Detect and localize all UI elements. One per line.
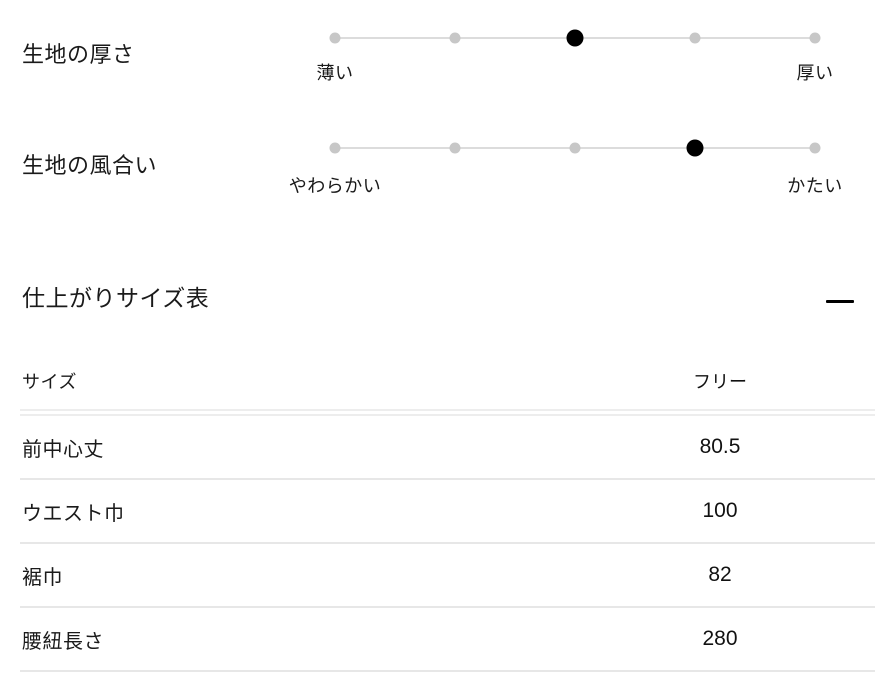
minus-icon <box>826 299 854 303</box>
table-row: 裾巾 82 <box>20 544 875 608</box>
fabric-thickness-scale <box>329 29 821 47</box>
texture-min-label: やわらかい <box>288 176 382 196</box>
measure-value: 100 <box>702 499 738 522</box>
scale-dot <box>809 142 821 154</box>
size-section-title: 仕上がりサイズ表 <box>22 285 210 311</box>
scale-dot <box>689 32 701 44</box>
scale-dot <box>566 29 584 47</box>
size-table: サイズ フリー 前中心丈 80.5 ウエスト巾 100 裾巾 82 腰紐長さ 2… <box>20 352 875 672</box>
fabric-texture-label: 生地の風合い <box>22 153 158 178</box>
scale-dot <box>449 142 461 154</box>
measure-value: 80.5 <box>699 435 741 458</box>
fabric-thickness-label: 生地の厚さ <box>22 42 135 67</box>
measure-label: ウエスト巾 <box>22 502 125 525</box>
scale-dot <box>809 32 821 44</box>
scale-dot <box>686 139 704 157</box>
measure-value: 82 <box>708 563 732 586</box>
table-row: 前中心丈 80.5 <box>20 416 875 480</box>
scale-dot <box>449 32 461 44</box>
scale-dot <box>329 142 341 154</box>
scale-dot <box>569 142 581 154</box>
thickness-max-label: 厚い <box>796 63 834 83</box>
table-row: 腰紐長さ 280 <box>20 608 875 672</box>
fabric-texture-scale <box>329 139 821 157</box>
column-header-size: サイズ <box>22 371 77 392</box>
measure-value: 280 <box>702 627 738 650</box>
thickness-min-label: 薄い <box>316 63 354 83</box>
measure-label: 前中心丈 <box>22 438 104 461</box>
scale-dot <box>329 32 341 44</box>
collapse-section-button[interactable] <box>818 288 862 314</box>
column-header-free: フリー <box>693 371 747 392</box>
measure-label: 裾巾 <box>22 566 63 589</box>
table-row: ウエスト巾 100 <box>20 480 875 544</box>
measure-label: 腰紐長さ <box>22 630 104 653</box>
texture-max-label: かたい <box>787 176 843 196</box>
table-header-row: サイズ フリー <box>20 352 875 416</box>
